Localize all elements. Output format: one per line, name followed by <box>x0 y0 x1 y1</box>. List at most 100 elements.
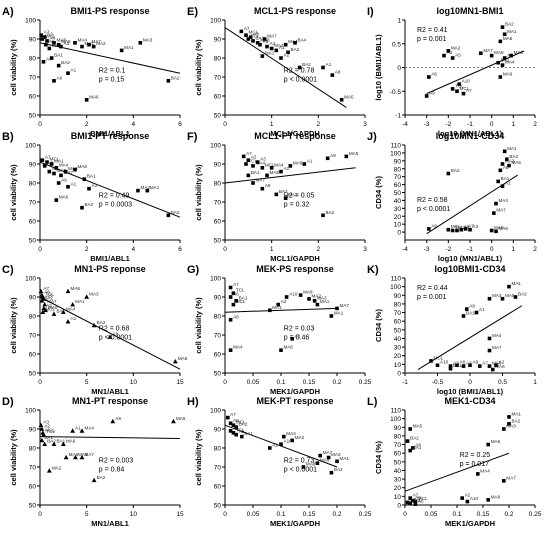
stats-text: p < 0.0001 <box>284 466 317 473</box>
point-label: A6 <box>418 499 424 504</box>
point-label: A10 <box>462 79 471 84</box>
y-tick-label: 80 <box>29 56 37 63</box>
data-point <box>274 192 279 197</box>
chart-panel-k: K) log10BMI1-CD34010203040506070809010011… <box>367 264 537 396</box>
point-label: MA6 <box>78 164 88 169</box>
data-point <box>312 299 317 303</box>
x-tick-label: 0.15 <box>477 511 490 518</box>
y-tick-label: 50 <box>394 190 402 197</box>
x-tick-label: 2 <box>533 246 537 253</box>
data-point <box>496 60 500 65</box>
data-point <box>405 439 410 443</box>
data-point <box>228 421 233 426</box>
regression-line <box>224 27 347 108</box>
y-tick-label: 100 <box>390 150 401 157</box>
x-tick-label: 0 <box>223 511 227 518</box>
point-label: MA5 <box>344 94 354 99</box>
y-tick-label: 90 <box>214 295 222 302</box>
x-tick-label: -1 <box>467 121 473 128</box>
data-point <box>427 227 431 231</box>
y-tick-label: 60 <box>29 219 37 226</box>
y-tick-label: 70 <box>214 465 222 472</box>
point-label: MA4 <box>499 198 509 203</box>
x-tick-label: 0 <box>403 511 407 518</box>
x-tick-label: -3 <box>424 246 430 253</box>
data-point <box>489 53 494 58</box>
data-point <box>240 434 244 439</box>
data-point <box>505 157 509 162</box>
chart-panel-d: D) MN1-PT response 50 60 70 80 90 100 0 5 10 15 MN1/… <box>2 396 186 528</box>
point-label: MA8 <box>293 160 303 165</box>
data-point <box>413 499 418 504</box>
point-label: MA8 <box>303 290 313 295</box>
data-point <box>450 56 455 60</box>
data-point <box>325 156 330 161</box>
point-label: MCL <box>236 420 246 425</box>
x-axis-label: MCL1/GAPDH <box>270 254 320 263</box>
chart-title: BMI1-PT response <box>71 131 150 141</box>
point-label: A3 <box>64 41 70 46</box>
y-tick-label: 80 <box>214 56 222 63</box>
point-label: TCL <box>455 83 464 88</box>
data-point <box>446 227 451 232</box>
data-point <box>446 49 451 53</box>
x-tick-label: 0.15 <box>303 379 316 386</box>
y-tick-label: 1 <box>397 18 401 25</box>
point-label: A7 <box>468 223 474 228</box>
x-tick-label: 0 <box>38 379 42 386</box>
data-point <box>513 295 518 299</box>
y-tick-label: 70 <box>29 200 37 207</box>
x-tick-label: -3 <box>424 121 430 128</box>
point-label: MA7 <box>483 48 493 53</box>
data-point <box>279 56 283 60</box>
data-point <box>40 309 46 314</box>
point-label: A1 <box>71 316 77 321</box>
data-point <box>502 56 507 60</box>
point-label: MA1 <box>507 146 517 151</box>
x-tick-label: 0.1 <box>276 379 285 386</box>
regression-line <box>39 436 181 439</box>
point-label: A1 <box>295 333 301 338</box>
stats-text: p = 0.001 <box>417 36 446 43</box>
point-label: A2 <box>284 53 290 58</box>
point-label: BA2 <box>279 189 288 194</box>
data-point <box>335 306 339 311</box>
point-label: MCL <box>265 162 275 167</box>
stats-text: R2 = 0.73 <box>284 457 315 464</box>
data-point <box>494 201 498 206</box>
data-point <box>455 363 459 368</box>
data-point <box>80 205 84 210</box>
x-tick-label: 0 <box>490 121 494 128</box>
point-label: MA4 <box>274 162 284 167</box>
point-label: MA9 <box>52 43 62 48</box>
point-label: MA5 <box>178 356 188 361</box>
point-label: MA5 <box>61 39 71 44</box>
point-label: MA7 <box>47 299 57 304</box>
point-label: MA2 <box>96 41 106 46</box>
data-point <box>251 181 255 185</box>
y-tick-label: 0 <box>397 503 401 510</box>
point-label: A2 <box>466 361 472 366</box>
y-tick-label: 100 <box>390 416 401 423</box>
point-label: A8 <box>113 331 119 336</box>
data-point <box>457 82 461 86</box>
data-point <box>290 438 294 443</box>
point-label: BA4 <box>298 37 307 42</box>
data-point <box>82 177 87 181</box>
point-label: MA1 <box>340 456 350 461</box>
point-label: MA2 <box>274 43 284 48</box>
y-axis-label: log10 (BMI1/ABL1) <box>374 34 383 101</box>
point-label: BA1 <box>251 170 260 175</box>
y-tick-label: 90 <box>29 295 37 302</box>
data-point <box>408 427 412 431</box>
data-point <box>450 228 455 233</box>
point-label: MA1 <box>124 45 134 50</box>
x-tick-label: 1 <box>512 246 516 253</box>
point-label: TCL <box>249 159 258 164</box>
point-label: MA4 <box>480 468 490 473</box>
x-tick-label: 0.25 <box>359 379 372 386</box>
point-label: A7 <box>246 151 252 156</box>
data-point <box>301 465 306 469</box>
point-label: BA1 <box>501 57 510 62</box>
data-point <box>265 173 269 178</box>
